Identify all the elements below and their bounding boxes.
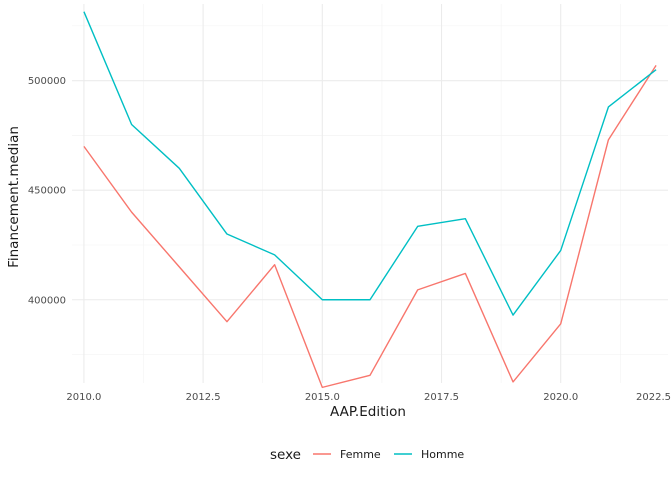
x-tick-label: 2020.0 <box>543 392 578 403</box>
x-tick-label: 2010.0 <box>66 392 101 403</box>
x-tick-label: 2015.0 <box>305 392 340 403</box>
y-tick-label: 450000 <box>28 186 66 197</box>
x-axis-ticks: 2010.0 2012.5 2015.0 2017.5 2020.0 2022.5 <box>66 392 671 403</box>
major-gridlines <box>72 4 668 383</box>
legend-label-femme: Femme <box>340 448 381 461</box>
x-axis-title: AAP.Edition <box>330 404 406 420</box>
legend-title: sexe <box>270 447 301 463</box>
x-tick-label: 2012.5 <box>186 392 221 403</box>
y-axis-ticks: 400000 450000 500000 <box>28 76 66 306</box>
legend-label-homme: Homme <box>421 448 464 461</box>
series-line-femme <box>83 64 657 389</box>
y-tick-label: 400000 <box>28 295 66 306</box>
legend: sexe Femme Homme <box>270 447 464 463</box>
y-axis-title: Financement.median <box>6 126 22 268</box>
x-tick-label: 2022.5 <box>636 392 671 403</box>
series-lines <box>83 11 657 389</box>
series-line-homme <box>83 11 657 316</box>
y-tick-label: 500000 <box>28 76 66 87</box>
x-tick-label: 2017.5 <box>424 392 459 403</box>
minor-gridlines <box>72 4 668 383</box>
